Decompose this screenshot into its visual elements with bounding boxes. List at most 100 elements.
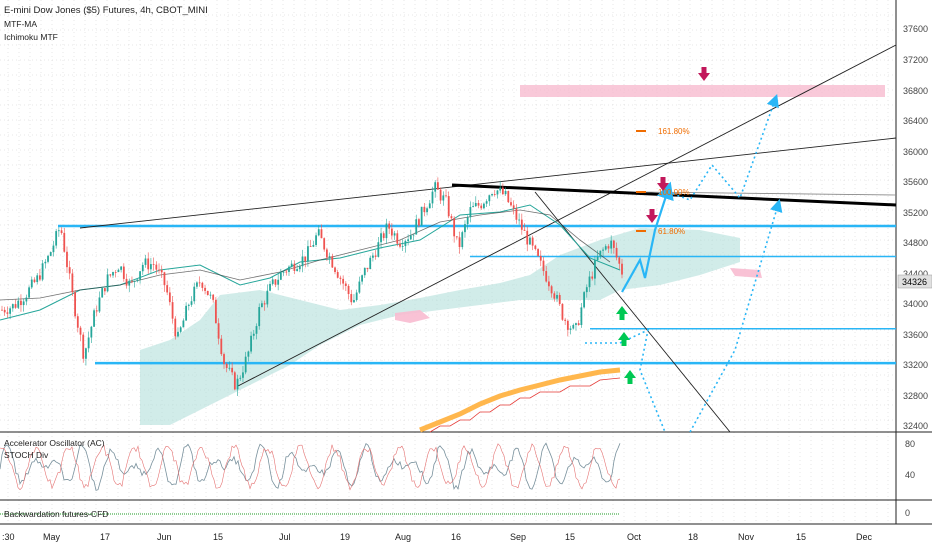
candle-body — [547, 281, 550, 287]
candle-body — [3, 309, 6, 313]
backwardation-tick: 0 — [905, 508, 910, 518]
candle-body — [339, 277, 342, 279]
moving-average-orange — [419, 367, 621, 433]
candle-body — [74, 292, 77, 317]
candle-body — [261, 303, 263, 308]
candle-body — [569, 328, 572, 330]
candle-body — [133, 281, 136, 282]
candle-body — [363, 267, 366, 276]
candle-body — [361, 275, 363, 282]
arrow-down-icon — [698, 67, 710, 81]
candle-body — [242, 372, 244, 378]
candle-body — [380, 233, 382, 243]
candle-body — [621, 263, 623, 275]
candle-body — [290, 263, 293, 267]
candle-body — [531, 237, 534, 246]
candle-body — [466, 217, 469, 225]
candle-body — [52, 245, 55, 253]
candle-body — [504, 191, 507, 195]
candle-body — [469, 207, 472, 218]
candle-body — [309, 246, 312, 247]
candle-body — [79, 327, 82, 335]
candle-body — [282, 271, 285, 273]
candle-body — [214, 299, 217, 324]
candle-body — [223, 354, 225, 364]
candle-body — [483, 203, 485, 209]
stoch-line — [0, 442, 621, 491]
projection-solid-blue[interactable] — [621, 181, 674, 293]
trendline-descending[interactable] — [534, 191, 731, 433]
candle-body — [147, 258, 150, 270]
candle-body — [507, 191, 510, 203]
time-tick: Jun — [157, 532, 172, 542]
trendline-upper-channel[interactable] — [79, 137, 897, 229]
pink-zone-target — [520, 85, 885, 97]
candle-body — [225, 363, 228, 368]
candle-body — [588, 276, 591, 288]
pink-cloud — [730, 268, 762, 278]
candle-body — [120, 266, 123, 270]
candle-body — [604, 246, 607, 250]
candle-body — [477, 203, 480, 206]
arrow-down-icon — [657, 177, 669, 191]
candle-body — [293, 263, 296, 271]
time-tick: Oct — [627, 532, 642, 542]
candle-body — [585, 287, 588, 293]
price-tick: 36800 — [903, 86, 928, 96]
price-candles — [1, 177, 623, 397]
candle-body — [150, 264, 152, 270]
time-tick: 17 — [100, 532, 110, 542]
indicator-label-ichimoku: Ichimoku MTF — [4, 32, 58, 42]
candle-body — [277, 279, 280, 285]
projection-dotted-right[interactable] — [689, 198, 783, 433]
candle-body — [204, 287, 206, 291]
price-axis[interactable]: 37600 37200 36800 36400 36000 35600 3520… — [903, 24, 928, 431]
trendline-rising[interactable] — [237, 44, 897, 387]
candle-body — [55, 231, 58, 246]
candle-body — [103, 288, 106, 292]
oscillator-pane[interactable] — [0, 432, 896, 500]
price-tick: 36400 — [903, 116, 928, 126]
candle-body — [325, 249, 328, 258]
candle-body — [201, 282, 204, 288]
candle-body — [279, 272, 282, 280]
candle-body — [401, 246, 404, 247]
fib-label-100: 100.00% — [658, 188, 690, 197]
candle-body — [155, 264, 158, 270]
candle-body — [206, 290, 209, 296]
projection-dotted-lower[interactable] — [585, 328, 666, 433]
candle-body — [434, 182, 437, 192]
candle-body — [296, 269, 299, 271]
candle-body — [304, 256, 307, 262]
candle-body — [607, 246, 610, 249]
candle-body — [252, 333, 255, 336]
price-tick: 37600 — [903, 24, 928, 34]
candle-body — [512, 205, 515, 209]
candle-body — [355, 292, 358, 301]
candle-body — [85, 348, 87, 359]
time-tick: Dec — [856, 532, 873, 542]
price-tick: 33200 — [903, 360, 928, 370]
price-tick: 37200 — [903, 55, 928, 65]
candle-body — [317, 229, 320, 236]
candle-body — [190, 301, 193, 305]
candle-body — [561, 303, 564, 320]
candle-body — [599, 250, 602, 257]
candle-body — [493, 194, 496, 195]
time-axis[interactable]: :30 May 17 Jun 15 Jul 19 Aug 16 Sep 15 O… — [2, 532, 873, 542]
candle-body — [250, 335, 252, 352]
projection-dotted-upper[interactable] — [667, 93, 779, 201]
trendline-thin-resistance[interactable] — [639, 191, 897, 196]
candle-body — [382, 233, 385, 239]
candle-body — [187, 304, 190, 306]
candle-body — [98, 297, 101, 312]
candle-body — [209, 294, 212, 296]
candle-body — [334, 267, 336, 273]
time-tick: 15 — [796, 532, 806, 542]
candle-body — [288, 266, 290, 273]
candle-body — [518, 219, 521, 221]
pink-cloud — [395, 310, 430, 323]
time-tick: 19 — [340, 532, 350, 542]
candle-body — [217, 323, 220, 339]
